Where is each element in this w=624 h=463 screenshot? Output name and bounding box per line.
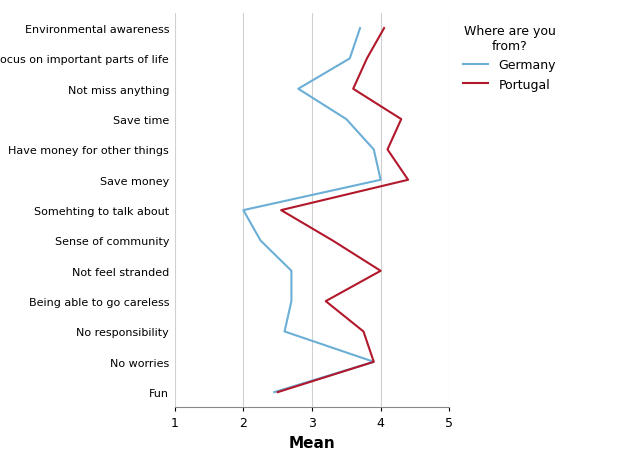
Line: Germany: Germany bbox=[243, 29, 381, 392]
Portugal bbox=[397, 117, 405, 123]
Portugal bbox=[384, 147, 391, 153]
Portugal bbox=[329, 238, 336, 244]
Germany bbox=[288, 269, 295, 274]
Portugal bbox=[277, 208, 285, 213]
Portugal bbox=[359, 329, 367, 335]
Portugal bbox=[377, 269, 384, 274]
Germany bbox=[288, 299, 295, 304]
Germany bbox=[346, 56, 353, 62]
Portugal bbox=[363, 56, 371, 62]
Portugal bbox=[380, 26, 388, 32]
Germany bbox=[370, 359, 378, 365]
Legend: Germany, Portugal: Germany, Portugal bbox=[458, 20, 561, 96]
Germany bbox=[343, 117, 350, 123]
Germany bbox=[281, 329, 288, 335]
Germany bbox=[377, 178, 384, 183]
Germany bbox=[240, 208, 247, 213]
Germany bbox=[271, 389, 278, 395]
Portugal bbox=[370, 359, 378, 365]
Germany bbox=[257, 238, 265, 244]
Line: Portugal: Portugal bbox=[278, 29, 408, 392]
X-axis label: Mean: Mean bbox=[289, 435, 335, 450]
Portugal bbox=[274, 389, 281, 395]
Portugal bbox=[322, 299, 329, 304]
Portugal bbox=[404, 178, 412, 183]
Germany bbox=[370, 147, 378, 153]
Portugal bbox=[349, 87, 357, 92]
Germany bbox=[295, 87, 302, 92]
Germany bbox=[356, 26, 364, 32]
